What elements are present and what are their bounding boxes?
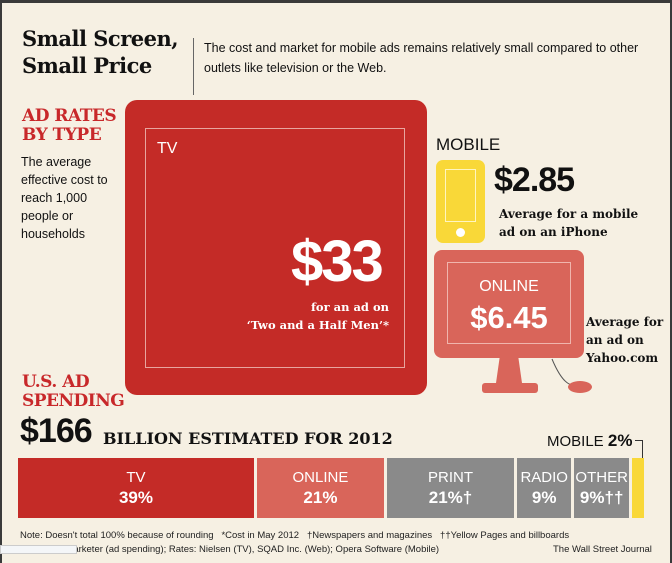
tv-price: $33 xyxy=(291,229,384,294)
bar-other: OTHER 9%†† xyxy=(574,458,629,518)
credit: The Wall Street Journal xyxy=(553,544,652,555)
bar-value: 39% xyxy=(118,488,153,507)
spending-heading: U.S. AD SPENDING xyxy=(22,372,125,411)
sources: Sources: eMarketer (ad spending); Rates:… xyxy=(20,544,440,555)
footnote: Note: Doesn't total 100% because of roun… xyxy=(20,530,570,541)
mobile-share: MOBILE 2% xyxy=(547,431,633,450)
bar-label: OTHER xyxy=(575,469,628,486)
tv-note: for an ad on ‘Two and a Half Men’* xyxy=(246,300,389,332)
bar-online: ONLINE 21% xyxy=(256,458,384,518)
bar-label: RADIO xyxy=(520,469,568,486)
mobile-label: MOBILE xyxy=(436,135,501,154)
tv-label: TV xyxy=(157,140,178,157)
infographic: Small Screen, Small Price The cost and ma… xyxy=(2,3,670,563)
bar-label: ONLINE xyxy=(292,469,349,486)
bar-value: 9% xyxy=(531,488,557,507)
bar-label: PRINT xyxy=(427,469,473,486)
bar-mobile xyxy=(631,458,644,518)
mobile-note: Average for a mobile ad on an iPhone xyxy=(499,207,639,239)
tv-icon: TV $33 for an ad on ‘Two and a Half Men’* xyxy=(125,100,427,395)
monitor-stand-mouse-icon xyxy=(482,355,592,393)
subtitle: The cost and market for mobile ads remai… xyxy=(204,41,639,75)
bar-value: 21%† xyxy=(428,488,473,507)
bar-value: 9%†† xyxy=(579,488,624,507)
bar-label: TV xyxy=(126,469,146,486)
online-label: ONLINE xyxy=(479,278,539,295)
overlay-box xyxy=(0,545,77,554)
spending-total-label: BILLION ESTIMATED FOR 2012 xyxy=(103,429,393,448)
title: Small Screen, Small Price xyxy=(22,26,179,78)
online-note: Average for an ad on Yahoo.com xyxy=(586,315,664,365)
bar-radio: RADIO 9% xyxy=(517,458,572,518)
ad-rates-description: The average effective cost to reach 1,00… xyxy=(21,155,108,241)
bar-print: PRINT 21%† xyxy=(386,458,514,518)
monitor-icon: ONLINE $6.45 xyxy=(434,250,584,358)
bar-tv: TV 39% xyxy=(18,458,254,518)
divider xyxy=(193,38,194,95)
ad-rates-heading: AD RATES BY TYPE xyxy=(22,106,117,145)
spending-total: $166 xyxy=(20,412,93,450)
bar-value: 21% xyxy=(303,488,338,507)
mobile-price: $2.85 xyxy=(494,161,575,199)
phone-icon xyxy=(436,160,485,243)
online-price: $6.45 xyxy=(470,300,548,335)
